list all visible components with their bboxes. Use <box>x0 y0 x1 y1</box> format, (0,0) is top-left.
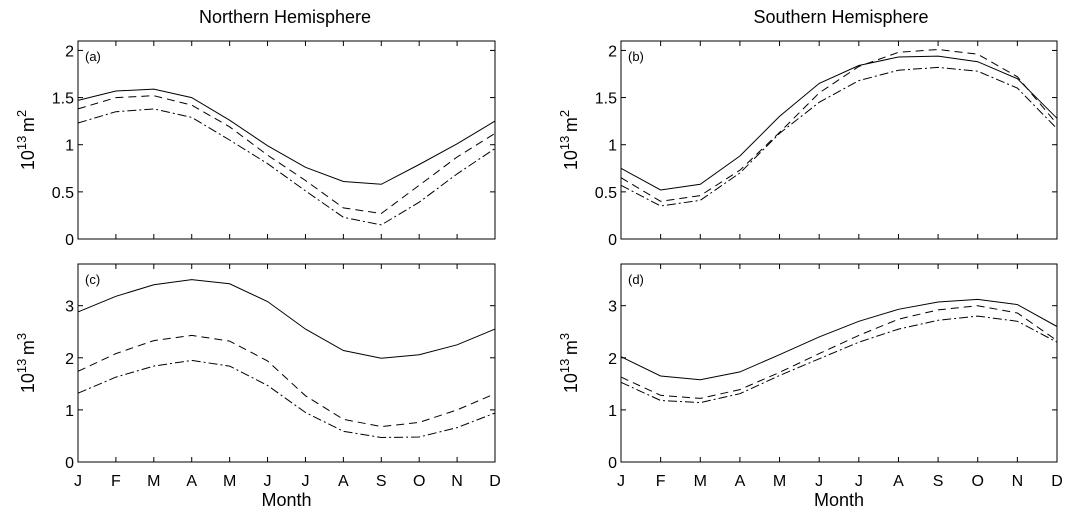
y-tick-label: 3 <box>608 299 617 316</box>
panel-label: (d) <box>628 272 644 287</box>
series-line-dashdot <box>77 359 496 439</box>
y-tick-label: 3 <box>65 299 74 316</box>
x-tick-label: S <box>376 473 387 490</box>
x-tick-label: M <box>694 473 707 490</box>
y-tick-label: 0 <box>608 232 617 249</box>
x-tick-label: M <box>223 473 236 490</box>
panel-c: (c) 0 1 2 3 J F M A M J J A S O N D Month 1013 m3 <box>14 263 501 510</box>
y-tick-label: 0 <box>65 455 74 472</box>
x-tick-label: A <box>186 473 197 490</box>
plot-frame <box>620 263 1058 463</box>
series-line-dashed <box>620 305 1058 399</box>
plot-frame <box>77 40 496 240</box>
y-tick-label: 0 <box>608 455 617 472</box>
x-tick-label: J <box>264 473 272 490</box>
y-axis-label: 1013 m2 <box>14 110 38 170</box>
series-line-dashdot <box>620 315 1058 404</box>
y-axis-label: 1013 m3 <box>557 333 581 393</box>
y-tick-label: 1.5 <box>595 91 617 108</box>
panel-label: (c) <box>85 272 100 287</box>
series-line-dashed <box>620 48 1058 202</box>
x-tick-label: A <box>338 473 349 490</box>
x-tick-label: F <box>111 473 121 490</box>
y-axis-label: 1013 m3 <box>14 333 38 393</box>
plot-frame <box>620 40 1058 240</box>
series-line-solid <box>620 298 1058 381</box>
panel-label: (b) <box>628 49 644 64</box>
y-tick-label: 2 <box>65 43 74 60</box>
x-tick-label: F <box>656 473 666 490</box>
y-tick-label: 2 <box>608 43 617 60</box>
x-tick-label: O <box>413 473 425 490</box>
x-tick-label: A <box>893 473 904 490</box>
series-line-dashed <box>77 334 496 428</box>
panel-d: (d) 0 1 2 3 J F M A M J J A S O N D Month 1013 m3 <box>557 263 1063 510</box>
x-tick-label: D <box>1051 473 1063 490</box>
x-tick-label: J <box>855 473 863 490</box>
x-tick-label: N <box>1012 473 1024 490</box>
x-tick-label: A <box>735 473 746 490</box>
y-tick-label: 2 <box>65 351 74 368</box>
x-tick-label: N <box>451 473 463 490</box>
panel-b: (b) 0 0.5 1 1.5 2 1013 m2 <box>557 40 1058 249</box>
panel-label: (a) <box>85 49 101 64</box>
series-line-solid <box>77 279 496 359</box>
x-tick-label: S <box>933 473 944 490</box>
series-line-solid <box>620 55 1058 191</box>
y-tick-label: 0.5 <box>595 185 617 202</box>
x-tick-label: M <box>147 473 160 490</box>
x-tick-label: J <box>617 473 625 490</box>
series-line-dashdot <box>77 108 496 226</box>
x-tick-label: J <box>74 473 82 490</box>
column-title-northern: Northern Hemisphere <box>199 7 371 27</box>
plot-frame <box>77 263 496 463</box>
y-axis-label: 1013 m2 <box>557 110 581 170</box>
x-tick-label: O <box>972 473 984 490</box>
panel-a: (a) 0 0.5 1 1.5 2 1013 m2 <box>14 40 496 249</box>
column-title-southern: Southern Hemisphere <box>753 7 928 27</box>
x-axis-label: Month <box>261 490 311 510</box>
y-tick-label: 1 <box>608 138 617 155</box>
y-tick-label: 1 <box>608 403 617 420</box>
y-tick-label: 1.5 <box>52 91 74 108</box>
x-tick-label: M <box>773 473 786 490</box>
y-tick-label: 0.5 <box>52 185 74 202</box>
series-line-dashdot <box>620 66 1058 207</box>
y-tick-label: 1 <box>65 138 74 155</box>
x-tick-label: J <box>815 473 823 490</box>
x-tick-label: J <box>301 473 309 490</box>
y-tick-label: 1 <box>65 403 74 420</box>
y-tick-label: 2 <box>608 351 617 368</box>
y-tick-label: 0 <box>65 232 74 249</box>
series-line-solid <box>77 88 496 185</box>
x-axis-label: Month <box>814 490 864 510</box>
series-line-dashed <box>77 95 496 215</box>
x-tick-label: D <box>489 473 501 490</box>
